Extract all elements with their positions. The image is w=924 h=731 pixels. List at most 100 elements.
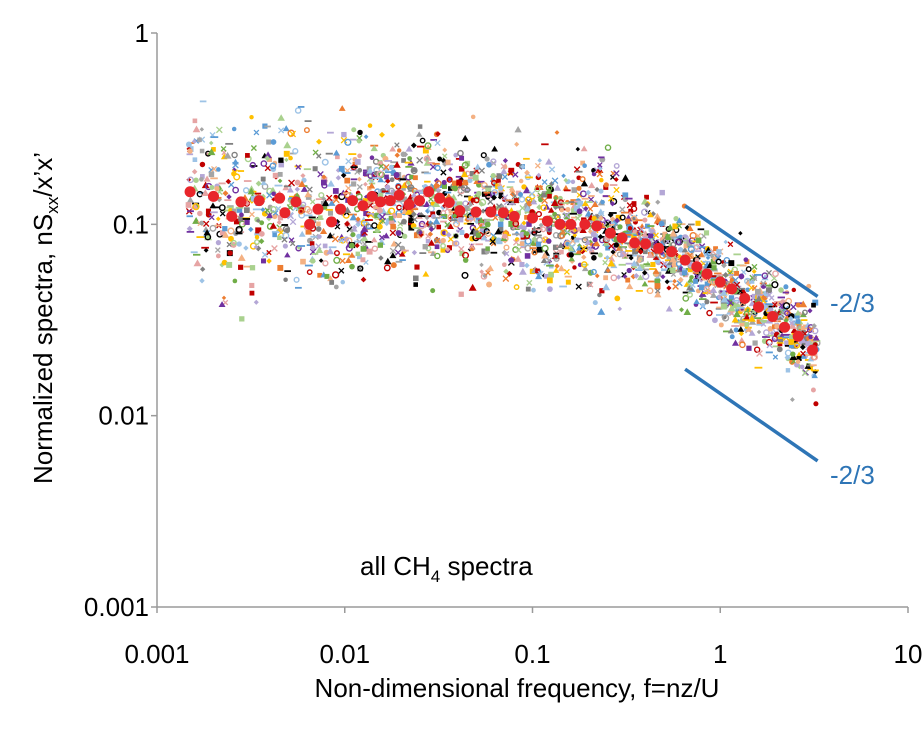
scatter-point	[686, 284, 694, 291]
scatter-point	[328, 199, 336, 206]
scatter-point	[788, 343, 794, 349]
scatter-point	[281, 236, 288, 243]
scatter-point	[203, 247, 209, 253]
scatter-point	[681, 246, 689, 253]
scatter-point	[686, 239, 693, 246]
scatter-point	[464, 205, 470, 212]
scatter-point	[754, 288, 761, 295]
scatter-point	[763, 329, 770, 336]
scatter-point	[459, 230, 465, 235]
scatter-point	[249, 290, 255, 296]
scatter-point	[446, 245, 452, 251]
scatter-point	[805, 333, 812, 340]
scatter-point	[782, 302, 791, 310]
scatter-point	[799, 300, 808, 308]
scatter-point	[630, 259, 638, 267]
scatter-point	[745, 266, 752, 273]
scatter-point	[568, 245, 575, 252]
scatter-point	[243, 245, 249, 251]
scatter-point	[648, 233, 654, 239]
scatter-point	[501, 173, 509, 181]
scatter-point	[292, 148, 299, 155]
scatter-point	[517, 222, 526, 230]
scatter-point	[301, 177, 307, 183]
scatter-point	[810, 387, 816, 393]
scatter-point	[700, 303, 706, 308]
scatter-point	[401, 218, 407, 225]
scatter-point	[788, 339, 795, 345]
scatter-point	[677, 254, 683, 260]
scatter-point	[389, 247, 397, 255]
scatter-point	[605, 245, 610, 251]
scatter-point	[571, 187, 578, 193]
scatter-point	[332, 188, 339, 194]
scatter-point	[490, 173, 496, 179]
scatter-point	[207, 148, 216, 156]
scatter-point	[458, 217, 464, 223]
scatter-point	[497, 185, 504, 191]
scatter-point	[453, 240, 460, 247]
scatter-point	[553, 253, 560, 260]
scatter-point	[603, 275, 609, 281]
scatter-point	[706, 309, 713, 317]
scatter-point	[413, 282, 418, 287]
scatter-point	[604, 222, 611, 229]
median-point	[393, 189, 405, 201]
scatter-point	[800, 350, 806, 357]
scatter-point	[430, 288, 436, 294]
scatter-point	[519, 261, 525, 268]
scatter-point	[199, 220, 205, 226]
scatter-point	[231, 126, 237, 132]
scatter-point	[469, 170, 476, 177]
scatter-point	[672, 223, 679, 230]
y-tick-label: 0.01	[98, 401, 149, 431]
scatter-point	[464, 186, 471, 193]
scatter-point	[351, 127, 357, 133]
median-point	[274, 192, 286, 204]
scatter-point	[413, 275, 419, 282]
scatter-point	[587, 281, 594, 288]
scatter-point	[388, 215, 394, 221]
scatter-point	[766, 287, 772, 294]
scatter-point	[617, 306, 623, 312]
scatter-point	[581, 261, 588, 268]
scatter-point	[738, 337, 746, 344]
scatter-point	[480, 181, 488, 190]
scatter-point	[363, 210, 369, 217]
scatter-point	[259, 220, 265, 226]
scatter-point	[552, 232, 560, 239]
scatter-point	[677, 276, 684, 283]
scatter-point	[254, 234, 260, 240]
scatter-point	[610, 249, 616, 255]
scatter-point	[518, 178, 524, 184]
scatter-point	[276, 226, 283, 233]
scatter-point	[540, 226, 547, 233]
scatter-point	[289, 240, 296, 247]
scatter-point	[294, 186, 300, 192]
scatter-point	[377, 176, 385, 183]
scatter-point	[476, 232, 482, 238]
scatter-point	[683, 243, 689, 249]
scatter-point	[654, 278, 661, 285]
median-point	[366, 190, 378, 202]
scatter-point	[327, 275, 334, 282]
scatter-point	[390, 262, 397, 269]
scatter-point	[271, 191, 276, 197]
scatter-point	[660, 274, 666, 280]
scatter-point	[687, 245, 695, 253]
scatter-point	[526, 221, 532, 227]
scatter-point	[598, 188, 604, 194]
scatter-point	[258, 230, 265, 237]
scatter-point	[591, 200, 599, 208]
scatter-point	[378, 163, 384, 170]
scatter-point	[554, 130, 560, 135]
median-point	[497, 207, 509, 219]
scatter-point	[367, 123, 373, 128]
scatter-point	[277, 215, 284, 221]
scatter-point	[693, 278, 698, 284]
scatter-point	[461, 161, 469, 169]
scatter-point	[524, 215, 529, 220]
scatter-point	[300, 258, 306, 265]
scatter-point	[395, 230, 402, 236]
scatter-point	[801, 369, 809, 377]
